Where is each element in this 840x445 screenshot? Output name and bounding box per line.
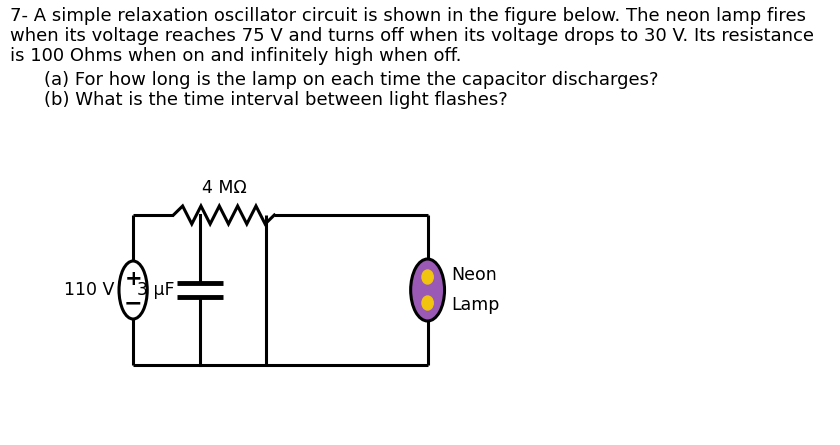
Text: when its voltage reaches 75 V and turns off when its voltage drops to 30 V. Its : when its voltage reaches 75 V and turns …: [10, 27, 814, 45]
Text: Lamp: Lamp: [451, 296, 499, 314]
Text: 4 MΩ: 4 MΩ: [202, 179, 246, 197]
Circle shape: [422, 270, 433, 284]
Text: Neon: Neon: [451, 266, 496, 284]
Text: 7- A simple relaxation oscillator circuit is shown in the figure below. The neon: 7- A simple relaxation oscillator circui…: [10, 7, 806, 25]
Text: 110 V: 110 V: [64, 281, 114, 299]
Ellipse shape: [411, 259, 444, 321]
Text: −: −: [123, 293, 143, 313]
Text: 3 μF: 3 μF: [137, 281, 174, 299]
Text: (a) For how long is the lamp on each time the capacitor discharges?: (a) For how long is the lamp on each tim…: [45, 71, 659, 89]
Text: is 100 Ohms when on and infinitely high when off.: is 100 Ohms when on and infinitely high …: [10, 47, 461, 65]
Circle shape: [422, 296, 433, 310]
Text: (b) What is the time interval between light flashes?: (b) What is the time interval between li…: [45, 91, 508, 109]
Text: +: +: [124, 269, 142, 289]
